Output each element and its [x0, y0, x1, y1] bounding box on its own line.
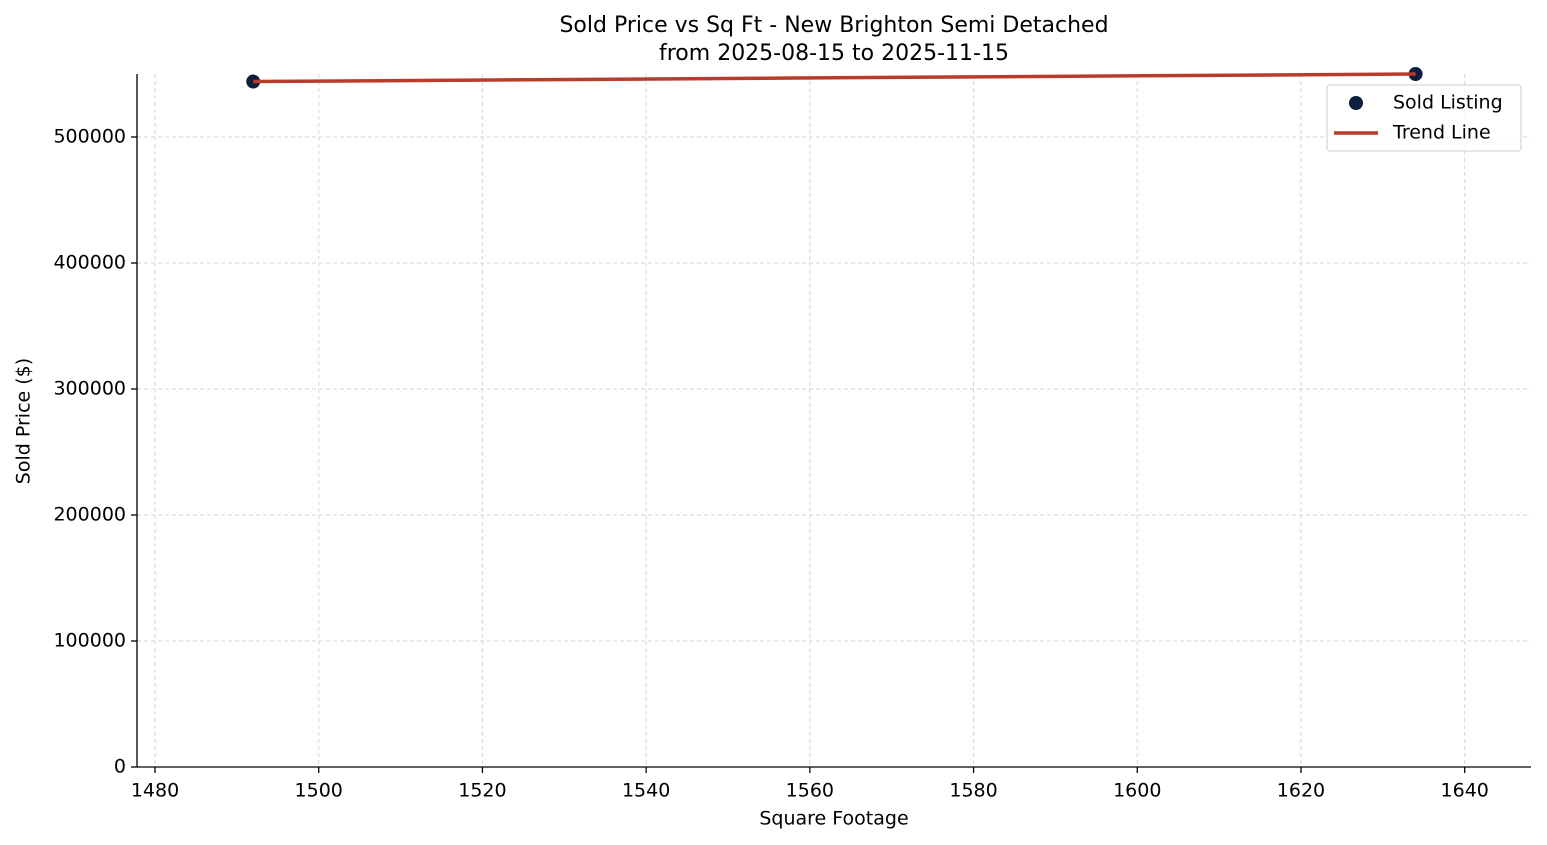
y-tick-label: 100000	[53, 630, 126, 652]
y-tick-label: 400000	[53, 252, 126, 274]
y-tick-label: 0	[114, 756, 126, 778]
point	[246, 74, 261, 89]
y-tick-label: 300000	[53, 378, 126, 400]
x-tick-label: 1520	[458, 780, 506, 802]
y-axis-label: Sold Price ($)	[13, 358, 35, 484]
chart-subtitle: from 2025-08-15 to 2025-11-15	[659, 41, 1009, 66]
chart-title: Sold Price vs Sq Ft - New Brighton Semi …	[559, 13, 1108, 38]
legend-label: Sold Listing	[1393, 92, 1503, 114]
x-tick-label: 1600	[1113, 780, 1161, 802]
y-tick-label: 200000	[53, 504, 126, 526]
y-tick-label: 500000	[53, 126, 126, 148]
x-tick-label: 1620	[1277, 780, 1325, 802]
trend-line	[253, 72, 1416, 84]
x-tick-label: 1560	[786, 780, 834, 802]
legend-label: Trend Line	[1392, 122, 1491, 144]
x-tick-label: 1500	[295, 780, 343, 802]
legend: Sold Listing Trend Line	[1326, 84, 1522, 152]
x-tick-label: 1480	[131, 780, 179, 802]
x-tick-label: 1580	[949, 780, 997, 802]
x-axis-label: Square Footage	[759, 808, 908, 830]
legend-swatch	[1349, 96, 1363, 110]
x-tick-label: 1540	[622, 780, 670, 802]
x-tick-label: 1640	[1441, 780, 1489, 802]
